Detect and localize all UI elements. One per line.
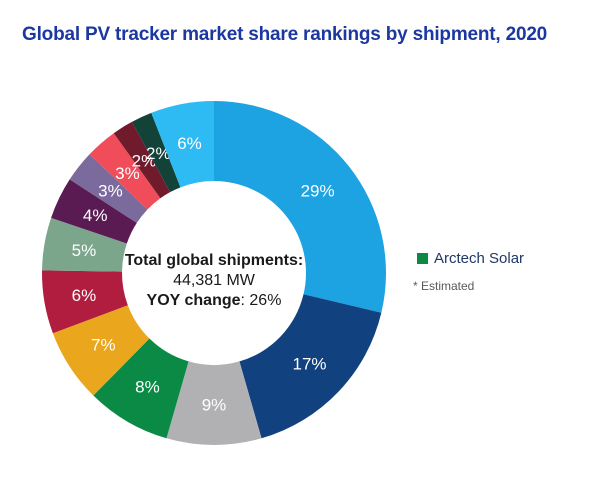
donut-segment-12 bbox=[151, 101, 214, 188]
legend-swatch-arctech bbox=[417, 253, 428, 264]
donut-segment-label-4: 7% bbox=[91, 335, 116, 354]
yoy-change-line: YOY change: 26% bbox=[94, 291, 334, 311]
page-title: Global PV tracker market share rankings … bbox=[22, 24, 548, 45]
donut-segment-9 bbox=[89, 133, 161, 210]
donut-segment-label-12: 6% bbox=[177, 134, 202, 153]
donut-segment-label-10: 2% bbox=[132, 152, 157, 171]
donut-center-text: Total global shipments: 44,381 MW YOY ch… bbox=[94, 251, 334, 311]
donut-segment-6 bbox=[42, 217, 127, 272]
donut-segment-0 bbox=[214, 101, 386, 313]
donut-segment-11 bbox=[131, 112, 181, 193]
donut-segment-label-1: 17% bbox=[292, 355, 326, 374]
total-shipments-label: Total global shipments: bbox=[124, 252, 304, 269]
total-shipments-value: 44,381 MW bbox=[173, 272, 255, 289]
donut-segment-label-7: 4% bbox=[83, 206, 108, 225]
donut-segment-8 bbox=[69, 154, 148, 223]
donut-segment-label-2: 9% bbox=[202, 396, 227, 415]
donut-segment-label-5: 6% bbox=[72, 286, 97, 305]
donut-segment-4 bbox=[52, 305, 150, 396]
legend: Arctech Solar bbox=[417, 250, 524, 267]
yoy-change-label: YOY change bbox=[146, 292, 241, 309]
donut-segment-1 bbox=[239, 294, 382, 439]
donut-segment-label-9: 3% bbox=[115, 164, 140, 183]
donut-segment-label-8: 3% bbox=[98, 182, 123, 201]
legend-label-arctech: Arctech Solar bbox=[434, 250, 525, 267]
donut-segment-3 bbox=[93, 338, 189, 439]
donut-segment-7 bbox=[51, 179, 137, 244]
donut-segment-label-3: 8% bbox=[135, 378, 160, 397]
donut-segment-label-11: 2% bbox=[146, 144, 171, 163]
yoy-change-value: : 26% bbox=[240, 292, 282, 309]
donut-segment-label-0: 29% bbox=[301, 182, 335, 201]
donut-segment-2 bbox=[166, 361, 262, 445]
donut-segment-10 bbox=[113, 121, 171, 199]
estimated-footnote: * Estimated bbox=[413, 279, 475, 293]
donut-segment-label-6: 5% bbox=[72, 241, 97, 260]
donut-segment-5 bbox=[41, 270, 128, 334]
